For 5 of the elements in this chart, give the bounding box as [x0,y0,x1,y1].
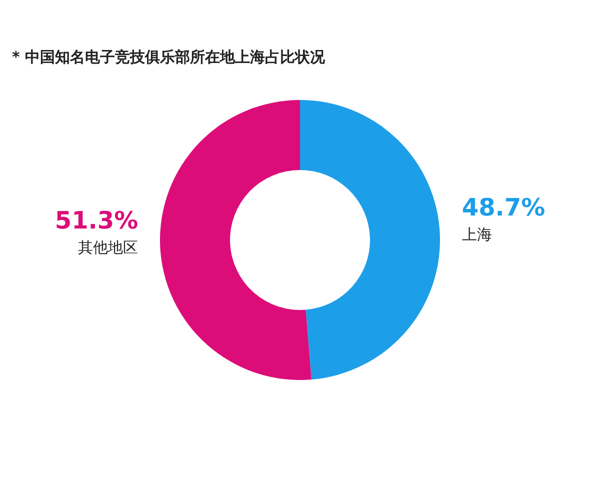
slice-label: 其他地区 [78,238,138,257]
chart-title: * 中国知名电子竞技俱乐部所在地上海占比状况 [12,48,326,67]
data-label: 51.3% [54,206,138,235]
data-label: 48.7% [462,193,546,222]
slice-label: 上海 [462,225,492,244]
